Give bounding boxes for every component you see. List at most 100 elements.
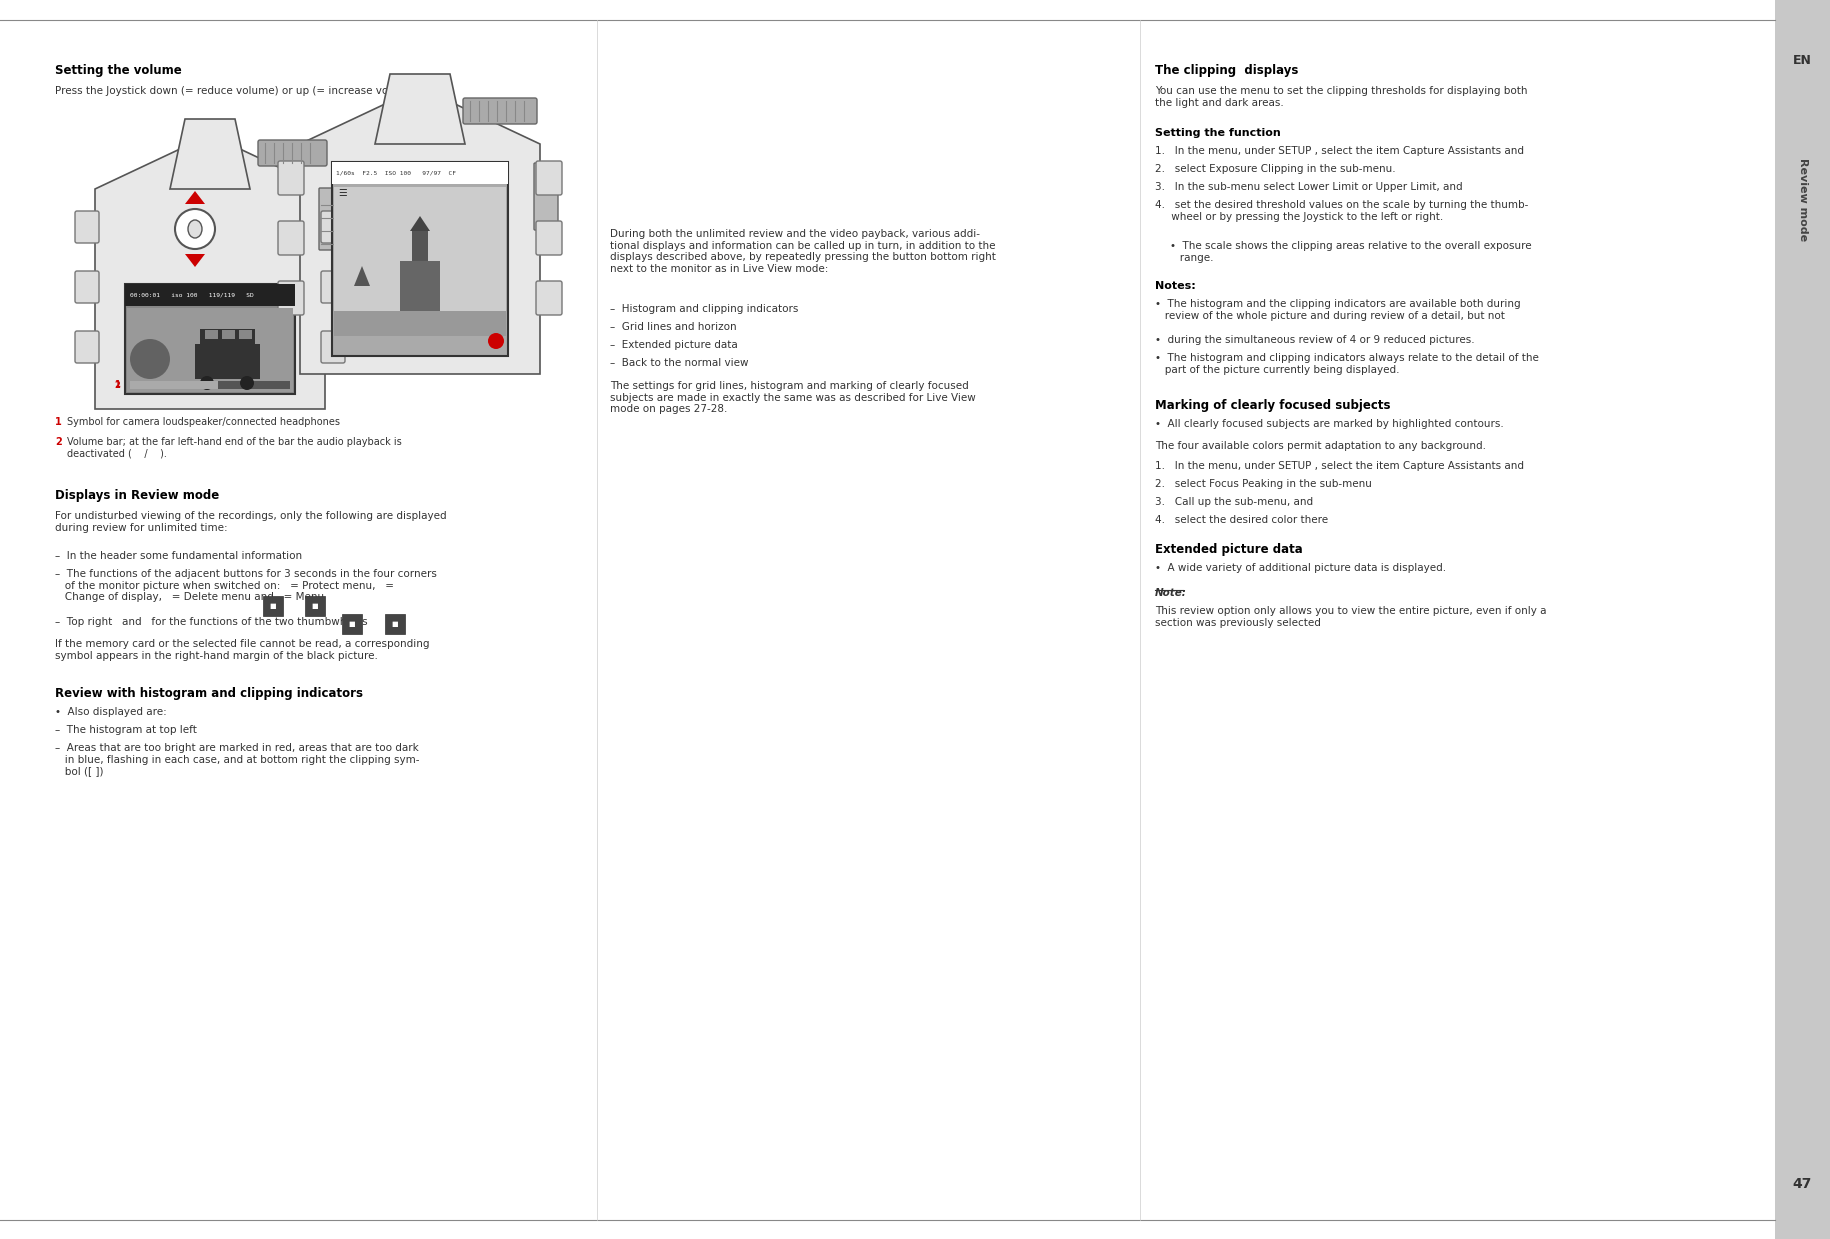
- Text: •  during the simultaneous review of 4 or 9 reduced pictures.: • during the simultaneous review of 4 or…: [1155, 335, 1475, 344]
- Circle shape: [199, 375, 214, 390]
- FancyBboxPatch shape: [463, 98, 536, 124]
- FancyBboxPatch shape: [536, 281, 562, 315]
- Ellipse shape: [188, 221, 201, 238]
- Text: 3.   In the sub-menu select Lower Limit or Upper Limit, and: 3. In the sub-menu select Lower Limit or…: [1155, 182, 1462, 192]
- Text: Displays in Review mode: Displays in Review mode: [55, 489, 220, 502]
- Text: •  The histogram and clipping indicators always relate to the detail of the
   p: • The histogram and clipping indicators …: [1155, 353, 1539, 374]
- Text: –  Histogram and clipping indicators: – Histogram and clipping indicators: [609, 304, 798, 313]
- Text: •  A wide variety of additional picture data is displayed.: • A wide variety of additional picture d…: [1155, 563, 1446, 572]
- Bar: [124, 284, 295, 394]
- Text: 2: 2: [113, 380, 121, 389]
- Text: •  The scale shows the clipping areas relative to the overall exposure
   range.: • The scale shows the clipping areas rel…: [1169, 242, 1532, 263]
- Text: ■: ■: [311, 603, 318, 610]
- Polygon shape: [353, 266, 370, 286]
- Text: The four available colors permit adaptation to any background.: The four available colors permit adaptat…: [1155, 441, 1486, 451]
- Text: 1: 1: [55, 418, 62, 427]
- Text: Volume bar; at the far left-hand end of the bar the audio playback is
deactivate: Volume bar; at the far left-hand end of …: [68, 437, 403, 458]
- FancyBboxPatch shape: [536, 161, 562, 195]
- Text: 4.   select the desired color there: 4. select the desired color there: [1155, 515, 1329, 525]
- Text: 1: 1: [113, 380, 121, 389]
- FancyBboxPatch shape: [534, 164, 558, 230]
- Text: 1/60s  F2.5  ISO 100   97/97  CF: 1/60s F2.5 ISO 100 97/97 CF: [337, 170, 456, 175]
- Text: Extended picture data: Extended picture data: [1155, 543, 1303, 556]
- Text: 47: 47: [1793, 1177, 1812, 1191]
- Bar: [124, 284, 295, 306]
- Bar: [331, 161, 509, 356]
- Text: –  Grid lines and horizon: – Grid lines and horizon: [609, 322, 737, 332]
- Text: This review option only allows you to view the entire picture, even if only a
se: This review option only allows you to vi…: [1155, 606, 1546, 628]
- Text: The settings for grid lines, histogram and marking of clearly focused
subjects a: The settings for grid lines, histogram a…: [609, 382, 975, 414]
- Text: Review mode: Review mode: [1797, 159, 1808, 242]
- Bar: [130, 382, 218, 389]
- FancyBboxPatch shape: [318, 188, 340, 250]
- Bar: [199, 330, 254, 344]
- Text: Symbol for camera loudspeaker/connected headphones: Symbol for camera loudspeaker/connected …: [68, 418, 340, 427]
- FancyBboxPatch shape: [536, 221, 562, 255]
- FancyBboxPatch shape: [320, 331, 346, 363]
- Text: Note:: Note:: [1155, 589, 1188, 598]
- Text: The clipping  displays: The clipping displays: [1155, 64, 1297, 77]
- Bar: [196, 344, 260, 379]
- Bar: [130, 382, 289, 389]
- FancyBboxPatch shape: [320, 211, 346, 243]
- Text: Setting the volume: Setting the volume: [55, 64, 181, 77]
- Text: •  Also displayed are:: • Also displayed are:: [55, 707, 167, 717]
- Bar: [401, 261, 439, 311]
- Text: Setting the function: Setting the function: [1155, 128, 1281, 138]
- FancyBboxPatch shape: [278, 281, 304, 315]
- Text: ■: ■: [392, 621, 399, 627]
- Text: For undisturbed viewing of the recordings, only the following are displayed
duri: For undisturbed viewing of the recording…: [55, 510, 447, 533]
- Bar: [331, 161, 509, 183]
- Bar: [335, 311, 507, 336]
- Text: Review with histogram and clipping indicators: Review with histogram and clipping indic…: [55, 686, 362, 700]
- Polygon shape: [185, 191, 205, 204]
- Polygon shape: [185, 254, 205, 266]
- Text: 2.   select Exposure Clipping in the sub-menu.: 2. select Exposure Clipping in the sub-m…: [1155, 164, 1396, 173]
- Circle shape: [240, 375, 254, 390]
- Text: 3.   Call up the sub-menu, and: 3. Call up the sub-menu, and: [1155, 497, 1314, 507]
- Bar: [240, 330, 253, 339]
- Circle shape: [176, 209, 214, 249]
- Text: EN: EN: [1793, 53, 1812, 67]
- Text: •  The histogram and the clipping indicators are available both during
   review: • The histogram and the clipping indicat…: [1155, 299, 1521, 321]
- Polygon shape: [300, 104, 540, 374]
- Text: 00:00:01   iso 100   119/119   SD: 00:00:01 iso 100 119/119 SD: [130, 292, 254, 297]
- Text: ■: ■: [269, 603, 276, 610]
- FancyBboxPatch shape: [1775, 0, 1830, 1239]
- Bar: [221, 330, 234, 339]
- Text: ☰: ☰: [339, 187, 346, 197]
- Text: Marking of clearly focused subjects: Marking of clearly focused subjects: [1155, 399, 1391, 413]
- Polygon shape: [375, 74, 465, 144]
- Text: 2: 2: [55, 437, 62, 447]
- Circle shape: [130, 339, 170, 379]
- Text: During both the unlimited review and the video payback, various addi-
tional dis: During both the unlimited review and the…: [609, 229, 996, 274]
- Text: 1.   In the menu, under SETUP , select the item Capture Assistants and: 1. In the menu, under SETUP , select the…: [1155, 461, 1524, 471]
- Text: –  Back to the normal view: – Back to the normal view: [609, 358, 748, 368]
- FancyBboxPatch shape: [320, 271, 346, 304]
- FancyBboxPatch shape: [75, 211, 99, 243]
- Text: Notes:: Notes:: [1155, 281, 1195, 291]
- Text: 4.   set the desired threshold values on the scale by turning the thumb-
     wh: 4. set the desired threshold values on t…: [1155, 199, 1528, 222]
- Text: ■: ■: [350, 621, 355, 627]
- Text: –  The functions of the adjacent buttons for 3 seconds in the four corners
   of: – The functions of the adjacent buttons …: [55, 569, 437, 602]
- Polygon shape: [170, 119, 251, 190]
- Text: If the memory card or the selected file cannot be read, a corresponding
symbol a: If the memory card or the selected file …: [55, 639, 430, 660]
- FancyBboxPatch shape: [278, 161, 304, 195]
- Text: –  In the header some fundamental information: – In the header some fundamental informa…: [55, 551, 302, 561]
- Bar: [205, 330, 218, 339]
- FancyBboxPatch shape: [278, 221, 304, 255]
- Text: 1.   In the menu, under SETUP , select the item Capture Assistants and: 1. In the menu, under SETUP , select the…: [1155, 146, 1524, 156]
- Text: –  Top right   and   for the functions of the two thumbwheels: – Top right and for the functions of the…: [55, 617, 368, 627]
- Text: –  Extended picture data: – Extended picture data: [609, 339, 737, 349]
- Text: You can use the menu to set the clipping thresholds for displaying both
the ligh: You can use the menu to set the clipping…: [1155, 85, 1528, 108]
- Bar: [335, 187, 507, 336]
- Text: Press the Joystick down (= reduce volume) or up (= increase volume): Press the Joystick down (= reduce volume…: [55, 85, 419, 95]
- FancyBboxPatch shape: [258, 140, 328, 166]
- Polygon shape: [410, 216, 430, 230]
- FancyBboxPatch shape: [75, 271, 99, 304]
- Circle shape: [489, 333, 503, 349]
- Bar: [126, 309, 293, 392]
- FancyBboxPatch shape: [75, 331, 99, 363]
- Text: –  The histogram at top left: – The histogram at top left: [55, 725, 198, 735]
- Text: •  All clearly focused subjects are marked by highlighted contours.: • All clearly focused subjects are marke…: [1155, 419, 1504, 429]
